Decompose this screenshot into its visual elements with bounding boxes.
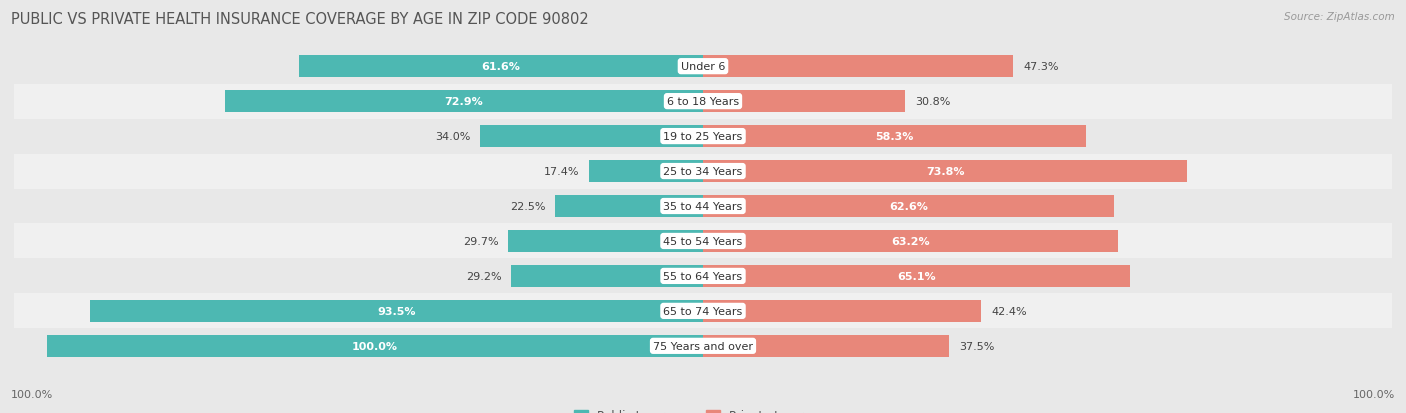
Text: 62.6%: 62.6% [889, 202, 928, 211]
Bar [14, 259, 1392, 294]
Bar [225, 91, 703, 113]
Bar [703, 161, 1187, 183]
Text: 65.1%: 65.1% [897, 271, 936, 281]
Text: 100.0%: 100.0% [352, 341, 398, 351]
Text: 29.2%: 29.2% [465, 271, 502, 281]
Text: 55 to 64 Years: 55 to 64 Years [664, 271, 742, 281]
Bar [703, 335, 949, 357]
Bar [14, 84, 1392, 119]
Bar [703, 126, 1085, 147]
Text: 93.5%: 93.5% [377, 306, 416, 316]
Bar [703, 300, 981, 322]
Text: 22.5%: 22.5% [510, 202, 546, 211]
Bar [14, 224, 1392, 259]
Text: 73.8%: 73.8% [927, 166, 965, 177]
Text: 29.7%: 29.7% [463, 236, 498, 247]
Text: 75 Years and over: 75 Years and over [652, 341, 754, 351]
Bar [703, 230, 1118, 252]
Text: 100.0%: 100.0% [1353, 389, 1395, 399]
Bar [14, 119, 1392, 154]
Text: 58.3%: 58.3% [875, 132, 914, 142]
Bar [46, 335, 703, 357]
Text: Under 6: Under 6 [681, 62, 725, 72]
Bar [14, 329, 1392, 363]
Bar [14, 189, 1392, 224]
Bar [299, 56, 703, 78]
Text: 72.9%: 72.9% [444, 97, 484, 107]
Text: 19 to 25 Years: 19 to 25 Years [664, 132, 742, 142]
Bar [703, 91, 905, 113]
Text: 65 to 74 Years: 65 to 74 Years [664, 306, 742, 316]
Text: 42.4%: 42.4% [991, 306, 1026, 316]
Text: 61.6%: 61.6% [481, 62, 520, 72]
Text: 25 to 34 Years: 25 to 34 Years [664, 166, 742, 177]
Bar [14, 294, 1392, 329]
Text: 34.0%: 34.0% [434, 132, 470, 142]
Text: 100.0%: 100.0% [11, 389, 53, 399]
Bar [703, 266, 1130, 287]
Bar [703, 196, 1114, 217]
Bar [555, 196, 703, 217]
Text: 37.5%: 37.5% [959, 341, 994, 351]
Bar [14, 154, 1392, 189]
Bar [512, 266, 703, 287]
Legend: Public Insurance, Private Insurance: Public Insurance, Private Insurance [569, 404, 837, 413]
Text: 30.8%: 30.8% [915, 97, 950, 107]
Text: 6 to 18 Years: 6 to 18 Years [666, 97, 740, 107]
Bar [14, 50, 1392, 84]
Bar [479, 126, 703, 147]
Text: 63.2%: 63.2% [891, 236, 929, 247]
Text: PUBLIC VS PRIVATE HEALTH INSURANCE COVERAGE BY AGE IN ZIP CODE 90802: PUBLIC VS PRIVATE HEALTH INSURANCE COVER… [11, 12, 589, 27]
Text: 35 to 44 Years: 35 to 44 Years [664, 202, 742, 211]
Bar [508, 230, 703, 252]
Bar [589, 161, 703, 183]
Text: 17.4%: 17.4% [544, 166, 579, 177]
Text: 45 to 54 Years: 45 to 54 Years [664, 236, 742, 247]
Text: Source: ZipAtlas.com: Source: ZipAtlas.com [1284, 12, 1395, 22]
Bar [90, 300, 703, 322]
Bar [703, 56, 1014, 78]
Text: 47.3%: 47.3% [1024, 62, 1059, 72]
